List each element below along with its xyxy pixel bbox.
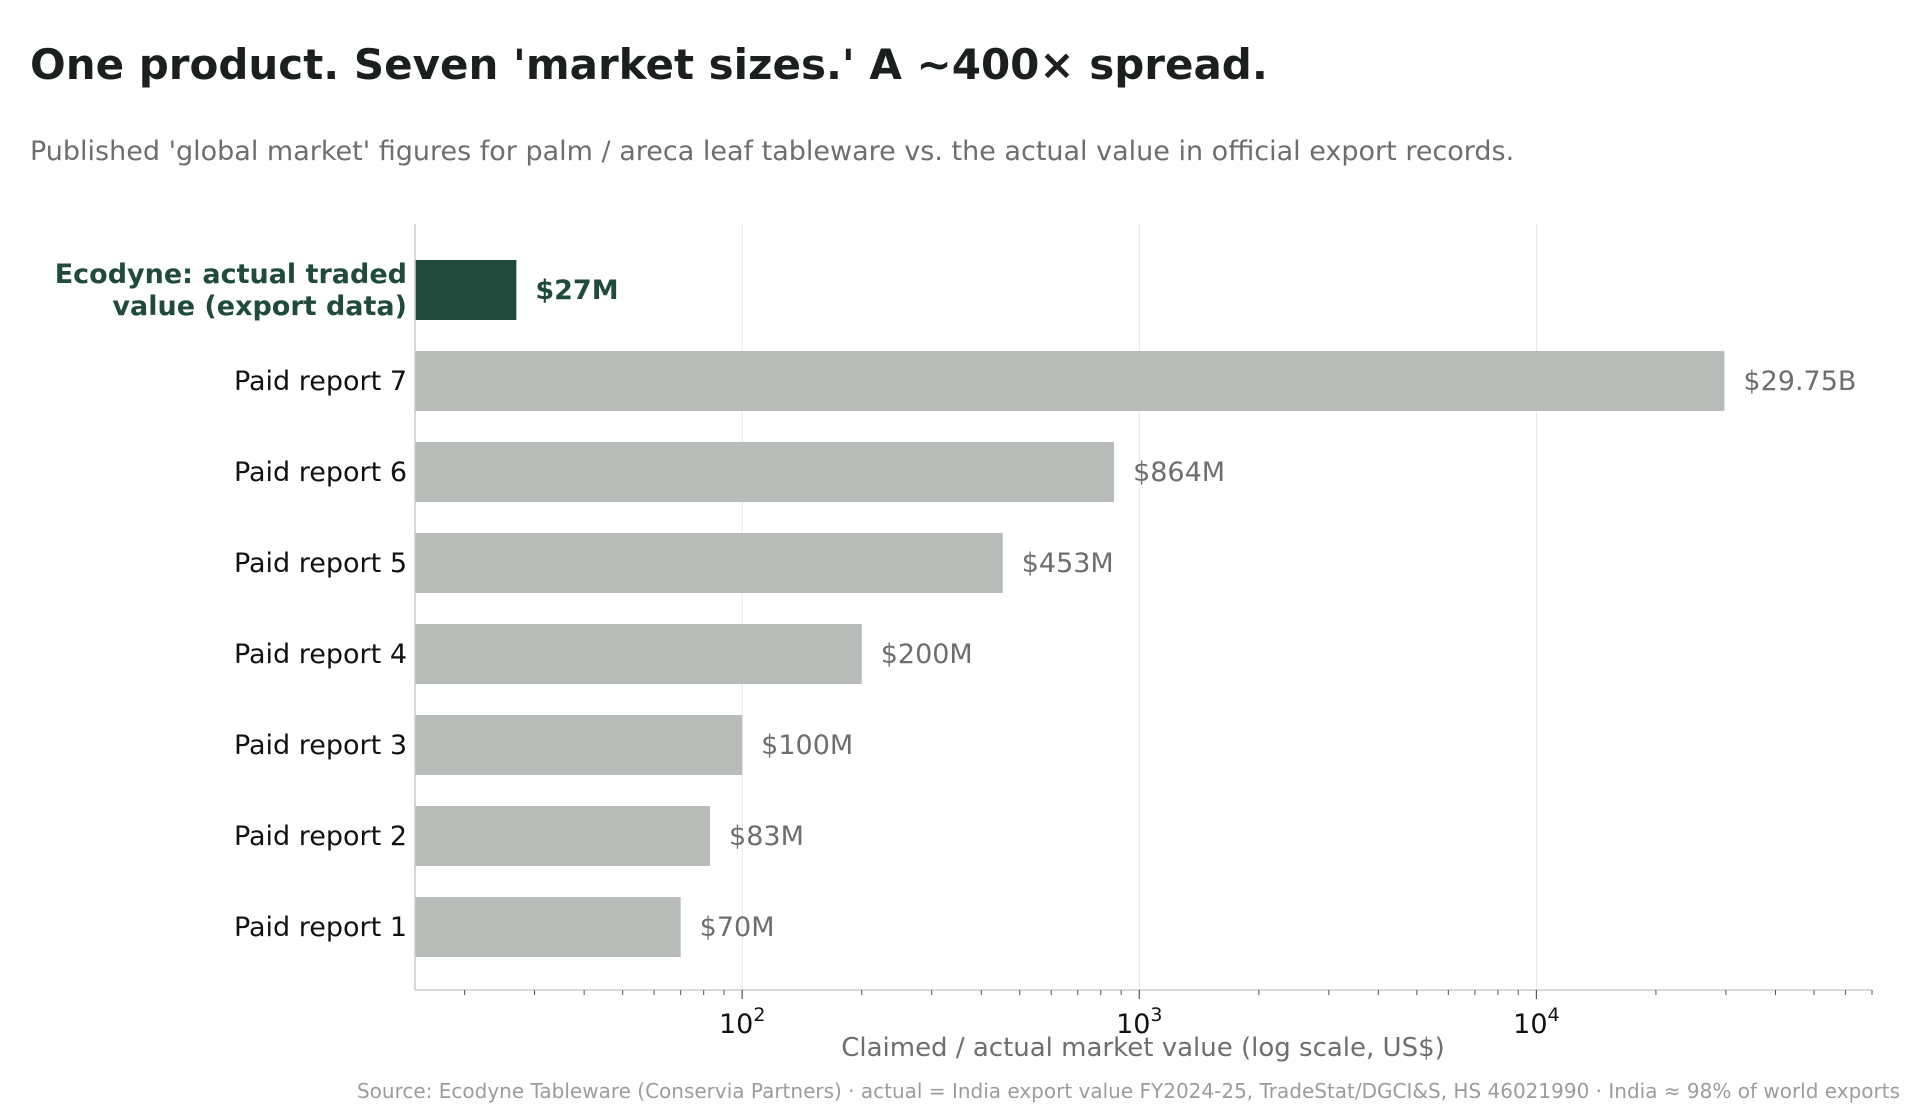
value-label-0: $27M	[535, 275, 618, 306]
value-labels: $27M $29.75B $864M $453M $200M $100M $83M $70M	[535, 275, 1856, 943]
category-label-4: Paid report 4	[234, 639, 407, 670]
chart-subtitle: Published 'global market' figures for pa…	[30, 136, 1515, 167]
bar-1	[415, 351, 1725, 411]
category-label-6: Paid report 2	[234, 821, 407, 852]
value-label-3: $453M	[1022, 548, 1114, 579]
value-label-1: $29.75B	[1743, 366, 1856, 397]
tick-label-0: 102	[719, 1004, 765, 1040]
bar-6	[415, 806, 711, 866]
bar-0	[415, 260, 517, 320]
bars	[415, 260, 1725, 957]
category-label-2: Paid report 6	[234, 457, 407, 488]
category-label-7: Paid report 1	[234, 912, 407, 943]
bar-3	[415, 533, 1003, 593]
category-label-3: Paid report 5	[234, 548, 407, 579]
category-label-0-line-1: value (export data)	[112, 291, 407, 322]
value-label-7: $70M	[700, 912, 775, 943]
source-note: Source: Ecodyne Tableware (Conservia Par…	[357, 1079, 1900, 1103]
value-label-4: $200M	[881, 639, 973, 670]
chart-title: One product. Seven 'market sizes.' A ~40…	[30, 40, 1268, 89]
value-label-2: $864M	[1133, 457, 1225, 488]
value-label-5: $100M	[761, 730, 853, 761]
bar-2	[415, 442, 1115, 502]
bar-4	[415, 624, 862, 684]
tick-label-1: 103	[1116, 1004, 1162, 1040]
x-axis-title: Claimed / actual market value (log scale…	[841, 1033, 1445, 1063]
bar-7	[415, 897, 681, 957]
gridlines	[741, 224, 1537, 990]
value-label-6: $83M	[729, 821, 804, 852]
x-axis: 102 103 104	[414, 224, 1873, 1040]
category-label-1: Paid report 7	[234, 366, 407, 397]
bar-5	[415, 715, 743, 775]
category-label-0-line-0: Ecodyne: actual traded	[55, 259, 407, 290]
tick-label-2: 104	[1513, 1004, 1559, 1040]
category-label-5: Paid report 3	[234, 730, 407, 761]
